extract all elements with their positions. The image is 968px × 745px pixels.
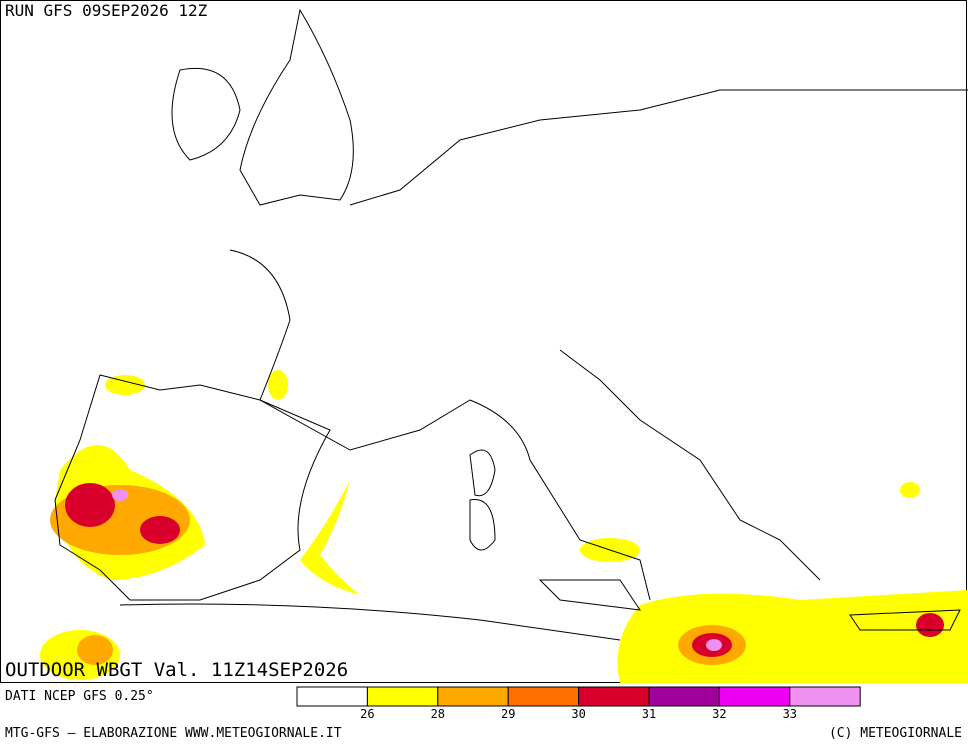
legend-tick-label: 29 <box>501 707 515 721</box>
legend-swatch <box>578 686 650 707</box>
run-label: RUN GFS 09SEP2026 12Z <box>5 1 208 20</box>
legend-swatch <box>789 686 861 707</box>
map-title: OUTDOOR WBGT Val. 11Z14SEP2026 <box>5 659 348 681</box>
copyright-label: (C) METEOGIORNALE <box>829 726 962 741</box>
legend-tick-label: 31 <box>642 707 656 721</box>
legend-tick-label: 32 <box>712 707 726 721</box>
legend-swatch <box>296 686 368 707</box>
map-frame <box>0 0 967 683</box>
legend-swatch <box>507 686 580 707</box>
legend-swatch <box>366 686 439 707</box>
legend-swatch <box>648 686 720 707</box>
legend-tick-label: 26 <box>360 707 374 721</box>
coastlines <box>54 8 968 641</box>
legend-swatch <box>718 686 791 707</box>
credit-label: MTG-GFS — ELABORAZIONE WWW.METEOGIORNALE… <box>5 726 342 741</box>
source-label: DATI NCEP GFS 0.25° <box>5 689 154 704</box>
legend-tick-label: 28 <box>431 707 445 721</box>
legend: 26 28 29 30 31 32 33 <box>296 686 861 721</box>
legend-swatch <box>437 686 509 707</box>
legend-tick-label: 30 <box>571 707 585 721</box>
legend-tick-label: 33 <box>783 707 797 721</box>
